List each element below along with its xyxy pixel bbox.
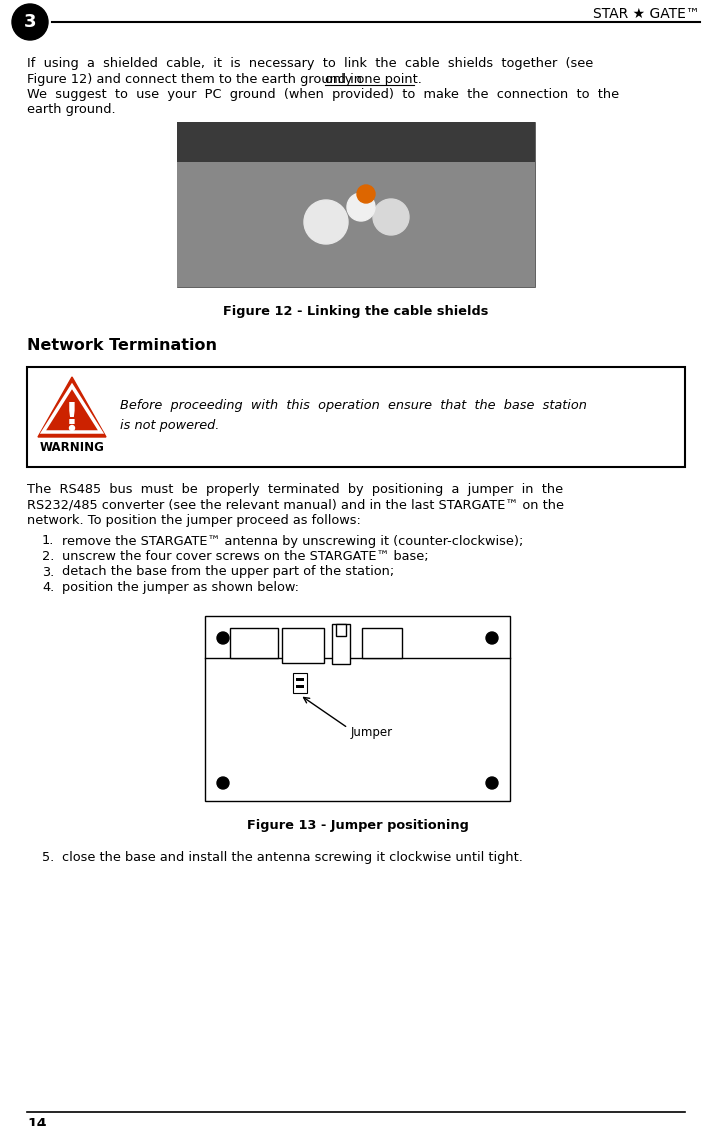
- Polygon shape: [43, 386, 101, 432]
- Text: 14: 14: [27, 1117, 46, 1126]
- Text: Figure 12 - Linking the cable shields: Figure 12 - Linking the cable shields: [224, 305, 488, 318]
- Circle shape: [486, 632, 498, 644]
- Bar: [27, 367, 685, 467]
- Circle shape: [217, 632, 229, 644]
- Circle shape: [347, 193, 375, 221]
- Text: 3.: 3.: [42, 565, 54, 579]
- Text: !: !: [65, 401, 79, 429]
- Text: 1.: 1.: [42, 535, 54, 547]
- Bar: [205, 616, 510, 801]
- Bar: [282, 628, 324, 663]
- Bar: [177, 122, 535, 162]
- Polygon shape: [38, 377, 106, 437]
- Text: Before  proceeding  with  this  operation  ensure  that  the  base  station: Before proceeding with this operation en…: [120, 399, 587, 412]
- Text: network. To position the jumper proceed as follows:: network. To position the jumper proceed …: [27, 513, 361, 527]
- Circle shape: [486, 777, 498, 789]
- Bar: [336, 624, 346, 636]
- Text: 2.: 2.: [42, 549, 54, 563]
- Text: Figure 13 - Jumper positioning: Figure 13 - Jumper positioning: [246, 819, 468, 832]
- Bar: [177, 122, 535, 287]
- Circle shape: [12, 5, 48, 41]
- Text: Network Termination: Network Termination: [27, 338, 217, 352]
- Text: is not powered.: is not powered.: [120, 419, 219, 432]
- Text: 3: 3: [23, 14, 36, 32]
- Text: Jumper: Jumper: [351, 726, 393, 739]
- Circle shape: [70, 426, 75, 430]
- Bar: [230, 628, 278, 658]
- Text: position the jumper as shown below:: position the jumper as shown below:: [62, 581, 299, 595]
- Text: detach the base from the upper part of the station;: detach the base from the upper part of t…: [62, 565, 394, 579]
- Bar: [332, 624, 350, 664]
- Text: 4.: 4.: [42, 581, 54, 595]
- Text: only one point.: only one point.: [325, 72, 422, 86]
- Text: The  RS485  bus  must  be  properly  terminated  by  positioning  a  jumper  in : The RS485 bus must be properly terminate…: [27, 483, 563, 495]
- Text: WARNING: WARNING: [40, 441, 105, 454]
- Bar: [296, 678, 304, 681]
- Text: earth ground.: earth ground.: [27, 104, 115, 116]
- Text: remove the STARGATE™ antenna by unscrewing it (counter-clockwise);: remove the STARGATE™ antenna by unscrewi…: [62, 535, 523, 547]
- Bar: [362, 628, 402, 658]
- Circle shape: [304, 200, 348, 244]
- Text: RS232/485 converter (see the relevant manual) and in the last STARGATE™ on the: RS232/485 converter (see the relevant ma…: [27, 499, 564, 511]
- Text: We  suggest  to  use  your  PC  ground  (when  provided)  to  make  the  connect: We suggest to use your PC ground (when p…: [27, 88, 619, 101]
- Circle shape: [373, 199, 409, 235]
- Text: If  using  a  shielded  cable,  it  is  necessary  to  link  the  cable  shields: If using a shielded cable, it is necessa…: [27, 57, 593, 70]
- Bar: [296, 685, 304, 688]
- Text: unscrew the four cover screws on the STARGATE™ base;: unscrew the four cover screws on the STA…: [62, 549, 429, 563]
- Text: STAR ★ GATE™: STAR ★ GATE™: [593, 7, 700, 21]
- Bar: [177, 162, 535, 287]
- Text: close the base and install the antenna screwing it clockwise until tight.: close the base and install the antenna s…: [62, 851, 523, 864]
- Text: Figure 12) and connect them to the earth ground in: Figure 12) and connect them to the earth…: [27, 72, 366, 86]
- Bar: [293, 673, 307, 692]
- Circle shape: [357, 185, 375, 203]
- Circle shape: [217, 777, 229, 789]
- Text: 5.: 5.: [42, 851, 54, 864]
